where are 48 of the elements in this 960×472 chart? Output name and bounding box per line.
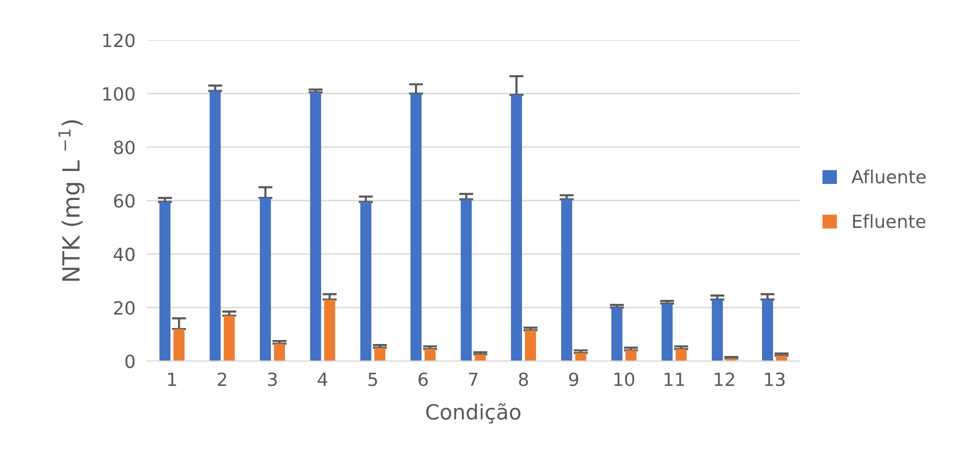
bar	[374, 348, 386, 362]
x-tick-label: 1	[168, 372, 176, 386]
x-tick-label: 8	[518, 372, 528, 386]
x-tick-label: 9	[569, 372, 578, 386]
bar	[424, 349, 436, 362]
y-tick-label: 20	[114, 301, 135, 315]
bar	[575, 353, 586, 362]
bar	[776, 356, 788, 362]
legend-label: Afluente	[851, 170, 926, 184]
bar	[310, 92, 322, 362]
y-tick-label: 0	[125, 354, 135, 368]
x-tick-label: 12	[714, 372, 734, 386]
bar	[510, 94, 522, 362]
bar	[676, 349, 687, 362]
bar	[762, 300, 774, 362]
x-tick-label: 3	[268, 372, 277, 386]
bar	[662, 304, 673, 362]
x-tick-label: 13	[765, 372, 785, 386]
bar	[210, 90, 221, 362]
bar	[611, 308, 622, 362]
legend-label: Efluente	[853, 214, 926, 228]
bar	[460, 199, 472, 362]
y-axis-title: NTK (mg L $^{−1}$)	[58, 120, 84, 281]
x-tick-label: 4	[318, 372, 328, 386]
bar	[224, 316, 235, 362]
bar	[712, 300, 723, 362]
x-tick-label: 5	[368, 372, 378, 386]
bar	[173, 328, 185, 362]
x-tick-label: 2	[218, 372, 226, 386]
bar	[410, 94, 422, 362]
bar	[260, 198, 271, 362]
bar	[324, 300, 336, 362]
x-tick-label: 11	[664, 372, 684, 386]
bar	[159, 202, 170, 362]
y-tick-label: 100	[103, 87, 135, 101]
bar	[625, 350, 636, 362]
bar	[525, 330, 536, 362]
y-tick-label: 120	[103, 34, 135, 48]
x-tick-label: 10	[614, 372, 634, 386]
bar	[561, 199, 572, 362]
bar	[360, 202, 372, 362]
y-tick-label: 80	[114, 140, 135, 154]
bar	[274, 344, 285, 362]
y-tick-label: 60	[114, 194, 135, 208]
x-tick-label: 7	[469, 372, 478, 386]
x-tick-label: 6	[418, 372, 428, 386]
x-axis-title: Condição	[426, 403, 520, 424]
y-tick-label: 40	[114, 248, 135, 262]
